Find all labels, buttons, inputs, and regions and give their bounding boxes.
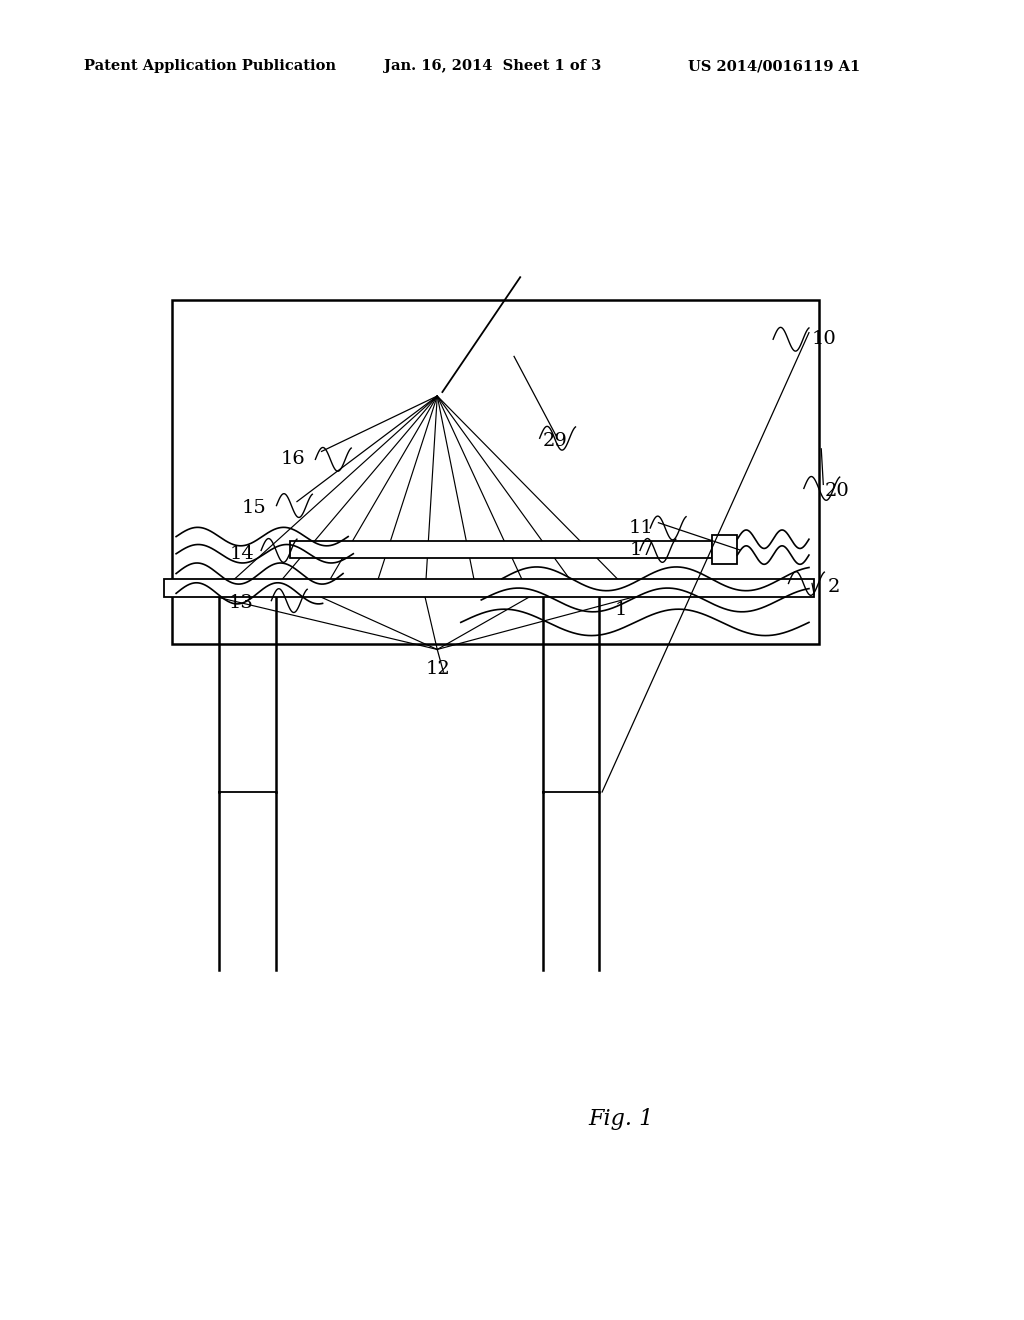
Text: 15: 15 xyxy=(242,499,266,517)
Text: 2: 2 xyxy=(827,578,840,597)
Bar xyxy=(712,536,737,565)
Text: 11: 11 xyxy=(629,519,653,537)
Text: Fig. 1: Fig. 1 xyxy=(589,1109,654,1130)
Text: 14: 14 xyxy=(229,545,254,564)
Bar xyxy=(172,300,819,644)
Text: 1: 1 xyxy=(614,601,627,619)
Text: Patent Application Publication: Patent Application Publication xyxy=(84,59,336,74)
Text: US 2014/0016119 A1: US 2014/0016119 A1 xyxy=(688,59,860,74)
Text: 13: 13 xyxy=(229,594,254,612)
Bar xyxy=(290,541,712,558)
Text: 20: 20 xyxy=(824,482,849,500)
Text: 17: 17 xyxy=(630,541,654,560)
Text: 29: 29 xyxy=(543,432,567,450)
Text: 16: 16 xyxy=(281,450,305,469)
Text: 10: 10 xyxy=(812,330,837,348)
Text: 12: 12 xyxy=(426,660,451,678)
Text: Jan. 16, 2014  Sheet 1 of 3: Jan. 16, 2014 Sheet 1 of 3 xyxy=(384,59,601,74)
Bar xyxy=(164,579,814,597)
